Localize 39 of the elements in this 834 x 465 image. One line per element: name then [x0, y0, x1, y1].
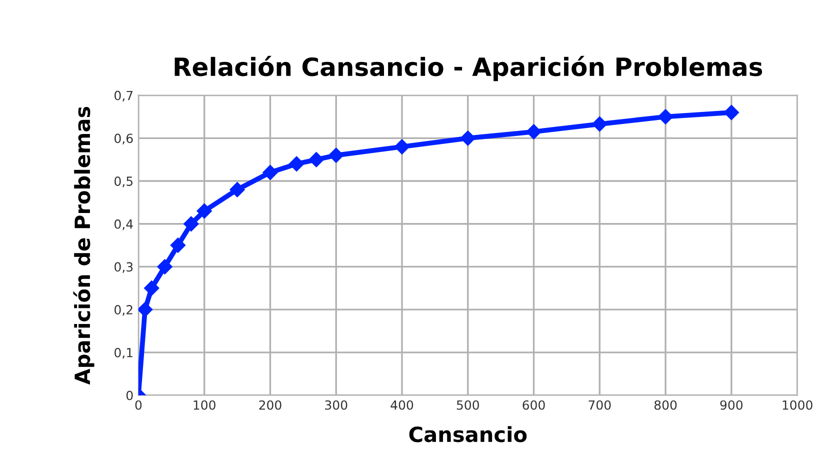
x-tick-label: 100: [194, 400, 216, 410]
x-tick-label: 700: [588, 400, 611, 410]
point: [144, 280, 160, 296]
x-tick-label: 200: [259, 400, 282, 410]
point: [526, 124, 542, 140]
x-tick-label: 1000: [782, 400, 812, 410]
point: [289, 156, 304, 172]
point: [184, 216, 199, 232]
y-tick-label: 0,5: [114, 176, 132, 188]
x-tick-label: 800: [654, 400, 677, 410]
point: [308, 152, 324, 168]
point: [230, 182, 245, 198]
point: [592, 116, 608, 132]
y-tick-label: 0,6: [114, 134, 133, 144]
point: [157, 259, 172, 274]
y-tick-label: 0,3: [114, 262, 133, 273]
y-axis-title: Aparición de Problemas: [73, 106, 94, 385]
point: [328, 148, 344, 163]
x-tick-label: 0: [135, 400, 142, 410]
point: [460, 130, 476, 146]
x-tick-label: 600: [522, 400, 545, 410]
point: [138, 302, 153, 318]
y-tick-label: 0,2: [114, 305, 132, 316]
y-tick-label: 0,4: [114, 219, 133, 230]
point: [170, 238, 186, 253]
x-tick-label: 500: [456, 400, 479, 410]
y-tick-label: 0,7: [114, 90, 133, 102]
point: [658, 109, 674, 124]
point: [196, 203, 212, 219]
point: [394, 139, 410, 154]
x-axis-title: Cansancio: [409, 426, 527, 442]
x-tick-label: 900: [720, 400, 743, 410]
point: [262, 164, 278, 180]
x-tick-label: 300: [325, 400, 348, 410]
point: [724, 104, 739, 120]
x-tick-label: 400: [390, 400, 414, 410]
chart-title: Relación Cansancio - Aparición Problemas: [174, 56, 762, 82]
y-tick-label: 0: [126, 390, 133, 400]
y-tick-label: 0,1: [114, 348, 132, 359]
